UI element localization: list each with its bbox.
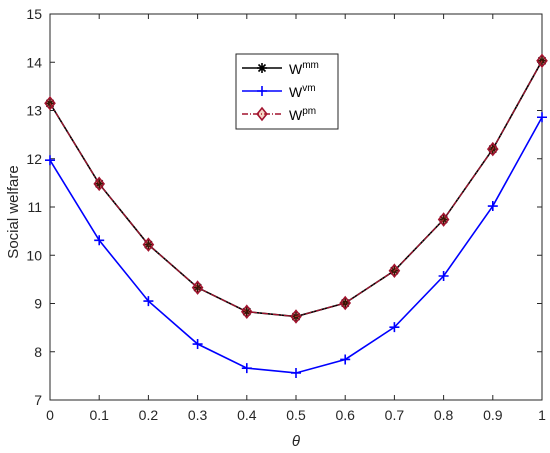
x-tick-label: 0.6 (335, 407, 355, 423)
marker-vm (487, 201, 498, 212)
x-tick-label: 0.1 (89, 407, 109, 423)
marker-mm (537, 55, 547, 66)
marker-mm (438, 214, 449, 225)
marker-pm (44, 95, 56, 111)
legend-marker-pm (256, 106, 268, 122)
y-tick-label: 10 (26, 247, 42, 263)
x-tick-label: 0.9 (483, 407, 503, 423)
marker-pm (388, 263, 401, 278)
marker-pm (191, 280, 204, 295)
x-tick-label: 0.7 (385, 407, 405, 423)
x-tick-label: 0.2 (139, 407, 159, 423)
marker-pm (93, 176, 106, 192)
legend-label-mm: Wmm (289, 60, 319, 77)
marker-pm (339, 295, 352, 311)
x-tick-label: 0.3 (188, 407, 208, 423)
marker-vm (143, 296, 154, 307)
marker-vm (192, 339, 203, 350)
marker-pm (437, 212, 450, 227)
y-axis: 7 8 9 10 11 12 13 14 15 (26, 6, 542, 408)
marker-vm (45, 155, 55, 166)
series-pm (44, 53, 548, 324)
legend-label-vm: Wvm (289, 83, 316, 100)
y-tick-label: 7 (34, 392, 42, 408)
y-tick-label: 12 (26, 151, 42, 167)
marker-mm (45, 98, 55, 109)
legend-label-pm: Wpm (289, 106, 316, 123)
marker-mm (94, 178, 105, 189)
marker-vm (438, 270, 449, 281)
x-tick-label: 0.5 (286, 407, 306, 423)
marker-pm (536, 53, 548, 69)
x-axis: 0 0.1 0.2 0.3 0.4 0.5 0.6 0.7 0.8 0.9 1 (46, 14, 546, 423)
x-axis-label: θ (292, 433, 300, 450)
marker-pm (486, 141, 499, 157)
series-line-pm (49, 60, 543, 318)
marker-pm (142, 237, 155, 252)
x-tick-label: 0.8 (434, 407, 454, 423)
marker-pm (240, 304, 253, 319)
marker-vm (340, 354, 351, 365)
y-tick-label: 9 (34, 296, 42, 312)
x-tick-label: 0 (46, 407, 54, 423)
legend: Wmm Wvm Wpm (235, 53, 339, 130)
y-tick-label: 15 (26, 6, 42, 22)
marker-pm (290, 309, 302, 324)
marker-fill-pm (537, 54, 547, 67)
marker-vm (291, 367, 301, 378)
legend-marker-mm (257, 63, 267, 73)
y-tick-label: 8 (34, 344, 42, 360)
marker-mm (143, 239, 154, 250)
y-axis-label: Social welfare (5, 165, 22, 258)
marker-mm (241, 306, 252, 317)
marker-mm (192, 282, 203, 293)
y-tick-label: 13 (26, 103, 42, 119)
marker-vm (94, 235, 105, 246)
marker-vm (537, 112, 547, 123)
series-layer (44, 53, 548, 378)
marker-vm (389, 322, 400, 333)
marker-vm (241, 363, 252, 374)
marker-fill-pm (242, 305, 252, 318)
y-tick-label: 14 (26, 54, 42, 70)
y-tick-label: 11 (27, 199, 42, 215)
legend-marker-vm (257, 86, 267, 96)
marker-fill-pm (45, 97, 55, 110)
x-tick-label: 0.4 (237, 407, 257, 423)
x-tick-label: 1 (538, 407, 546, 423)
series-vm (45, 112, 547, 378)
